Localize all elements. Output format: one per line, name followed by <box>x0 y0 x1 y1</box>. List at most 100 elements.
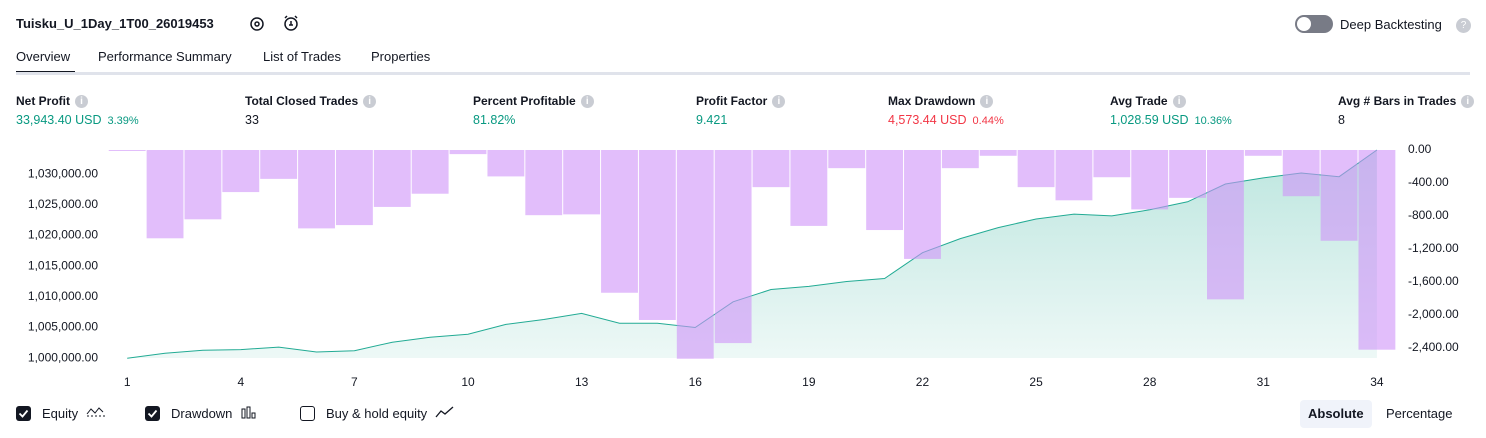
y2-tick-label: -2,400.00 <box>1408 340 1459 354</box>
legend-icon-glyph <box>86 407 106 417</box>
alert-icon[interactable] <box>282 14 300 32</box>
drawdown-bar <box>1207 150 1244 300</box>
drawdown-bar <box>752 150 790 188</box>
x-tick-label: 31 <box>1257 375 1271 389</box>
info-icon: i <box>1172 95 1186 109</box>
drawdown-bar <box>525 150 563 216</box>
metric-value-text: 33 <box>245 113 259 127</box>
drawdown-bar <box>563 150 601 215</box>
drawdown-bar <box>1055 150 1093 201</box>
x-tick-label: 1 <box>124 375 131 389</box>
drawdown-bar <box>714 150 752 344</box>
drawdown-bar <box>1320 150 1358 241</box>
metric-value: 9.421 <box>696 113 727 127</box>
y2-tick-label: -800.00 <box>1408 208 1449 222</box>
y-tick-label: 1,000,000.00 <box>28 350 98 364</box>
metric-value-text: 4,573.44 USD <box>888 113 967 127</box>
x-tick-label: 22 <box>916 375 930 389</box>
info-icon: i <box>772 95 786 109</box>
y-tick-label: 1,030,000.00 <box>28 166 98 180</box>
metric-label: Avg # Bars in Trades i <box>1338 94 1475 109</box>
metric-value-text: 8 <box>1338 113 1345 127</box>
drawdown-bar <box>1131 150 1169 210</box>
drawdown-bar <box>979 150 1017 156</box>
x-tick-label: 10 <box>461 375 475 389</box>
view-mode-button[interactable]: Absolute <box>1300 400 1372 428</box>
settings-icon[interactable] <box>248 15 266 33</box>
tab[interactable]: Performance Summary <box>98 49 232 64</box>
metric-value: 81.82% <box>473 113 515 127</box>
check-mark <box>147 409 158 418</box>
drawdown-bar <box>676 150 714 359</box>
metric-value: 33,943.40 USD 3.39% <box>16 113 139 127</box>
info-icon: i <box>580 95 594 109</box>
drawdown-bar <box>222 150 260 193</box>
metric-value: 33 <box>245 113 259 127</box>
info-icon: i <box>980 95 994 109</box>
legend-checkbox[interactable] <box>300 406 315 421</box>
legend-icon <box>435 405 455 425</box>
y2-tick-label: -400.00 <box>1408 175 1449 189</box>
info-icon: i <box>75 95 88 109</box>
drawdown-bar <box>411 150 449 194</box>
metric-label: Avg Trade i <box>1110 94 1186 109</box>
metric-label: Profit Factor i <box>696 94 786 109</box>
x-tick-label: 19 <box>802 375 816 389</box>
drawdown-bar <box>260 150 298 179</box>
help-icon[interactable]: ? <box>1456 18 1471 33</box>
drawdown-bar <box>1093 150 1131 178</box>
metric-percent: 3.39% <box>107 115 139 127</box>
drawdown-bar <box>108 150 146 151</box>
tab-divider <box>16 72 1470 75</box>
metric-label: Total Closed Trades i <box>245 94 377 109</box>
metric-percent: 10.36% <box>1194 115 1232 127</box>
legend-icon <box>240 405 260 425</box>
legend-label[interactable]: Buy & hold equity <box>326 406 428 421</box>
legend-label[interactable]: Drawdown <box>171 406 233 421</box>
metric-value: 1,028.59 USD 10.36% <box>1110 113 1232 127</box>
drawdown-bar <box>904 150 941 259</box>
drawdown-bar <box>335 150 373 226</box>
metric-value-text: 9.421 <box>696 113 728 127</box>
drawdown-bar <box>1358 150 1396 350</box>
metric-value-text: 81.82% <box>473 113 516 127</box>
deep-backtesting-toggle[interactable] <box>1295 15 1333 33</box>
deep-backtesting-label: Deep Backtesting <box>1340 17 1442 32</box>
drawdown-bar <box>146 150 184 239</box>
metric-percent: 0.44% <box>972 115 1004 127</box>
y2-tick-label: -1,200.00 <box>1408 241 1459 255</box>
tab[interactable]: Properties <box>371 49 431 64</box>
drawdown-bar <box>487 150 525 177</box>
tab[interactable]: Overview <box>16 49 71 64</box>
drawdown-bar <box>298 150 335 229</box>
metric-value: 8 <box>1338 113 1345 127</box>
drawdown-bar <box>866 150 904 231</box>
legend-label[interactable]: Equity <box>42 406 79 421</box>
legend-icon-glyph <box>241 406 256 419</box>
y2-tick-label: -2,000.00 <box>1408 307 1459 321</box>
equity-area <box>127 150 1377 359</box>
view-mode-button[interactable]: Percentage <box>1386 406 1453 421</box>
legend-checkbox[interactable] <box>16 406 31 421</box>
strategy-title: Tuisku_U_1Day_1T00_26019453 <box>16 16 214 31</box>
drawdown-bar <box>790 150 828 226</box>
metric-value-text: 33,943.40 USD <box>16 113 102 127</box>
y-tick-label: 1,010,000.00 <box>28 289 98 303</box>
drawdown-bar <box>449 150 487 155</box>
check-mark <box>18 409 29 418</box>
y-tick-label: 1,025,000.00 <box>28 197 98 211</box>
tab[interactable]: List of Trades <box>263 49 342 64</box>
legend-checkbox[interactable] <box>145 406 160 421</box>
metric-label: Net Profit i <box>16 94 88 109</box>
legend-icon-glyph <box>435 406 454 418</box>
drawdown-bar <box>1282 150 1320 197</box>
equity-line <box>127 149 1378 359</box>
y-tick-label: 1,020,000.00 <box>28 228 98 242</box>
y2-tick-label: 0.00 <box>1408 142 1432 156</box>
x-tick-label: 13 <box>575 375 589 389</box>
drawdown-bar <box>828 150 866 169</box>
y2-tick-label: -1,600.00 <box>1408 274 1459 288</box>
chart: 1,000,000.00 1,005,000.00 1,010,000.00 1,01… <box>28 142 1459 389</box>
drawdown-bar <box>373 150 411 207</box>
drawdown-bar <box>601 150 638 293</box>
